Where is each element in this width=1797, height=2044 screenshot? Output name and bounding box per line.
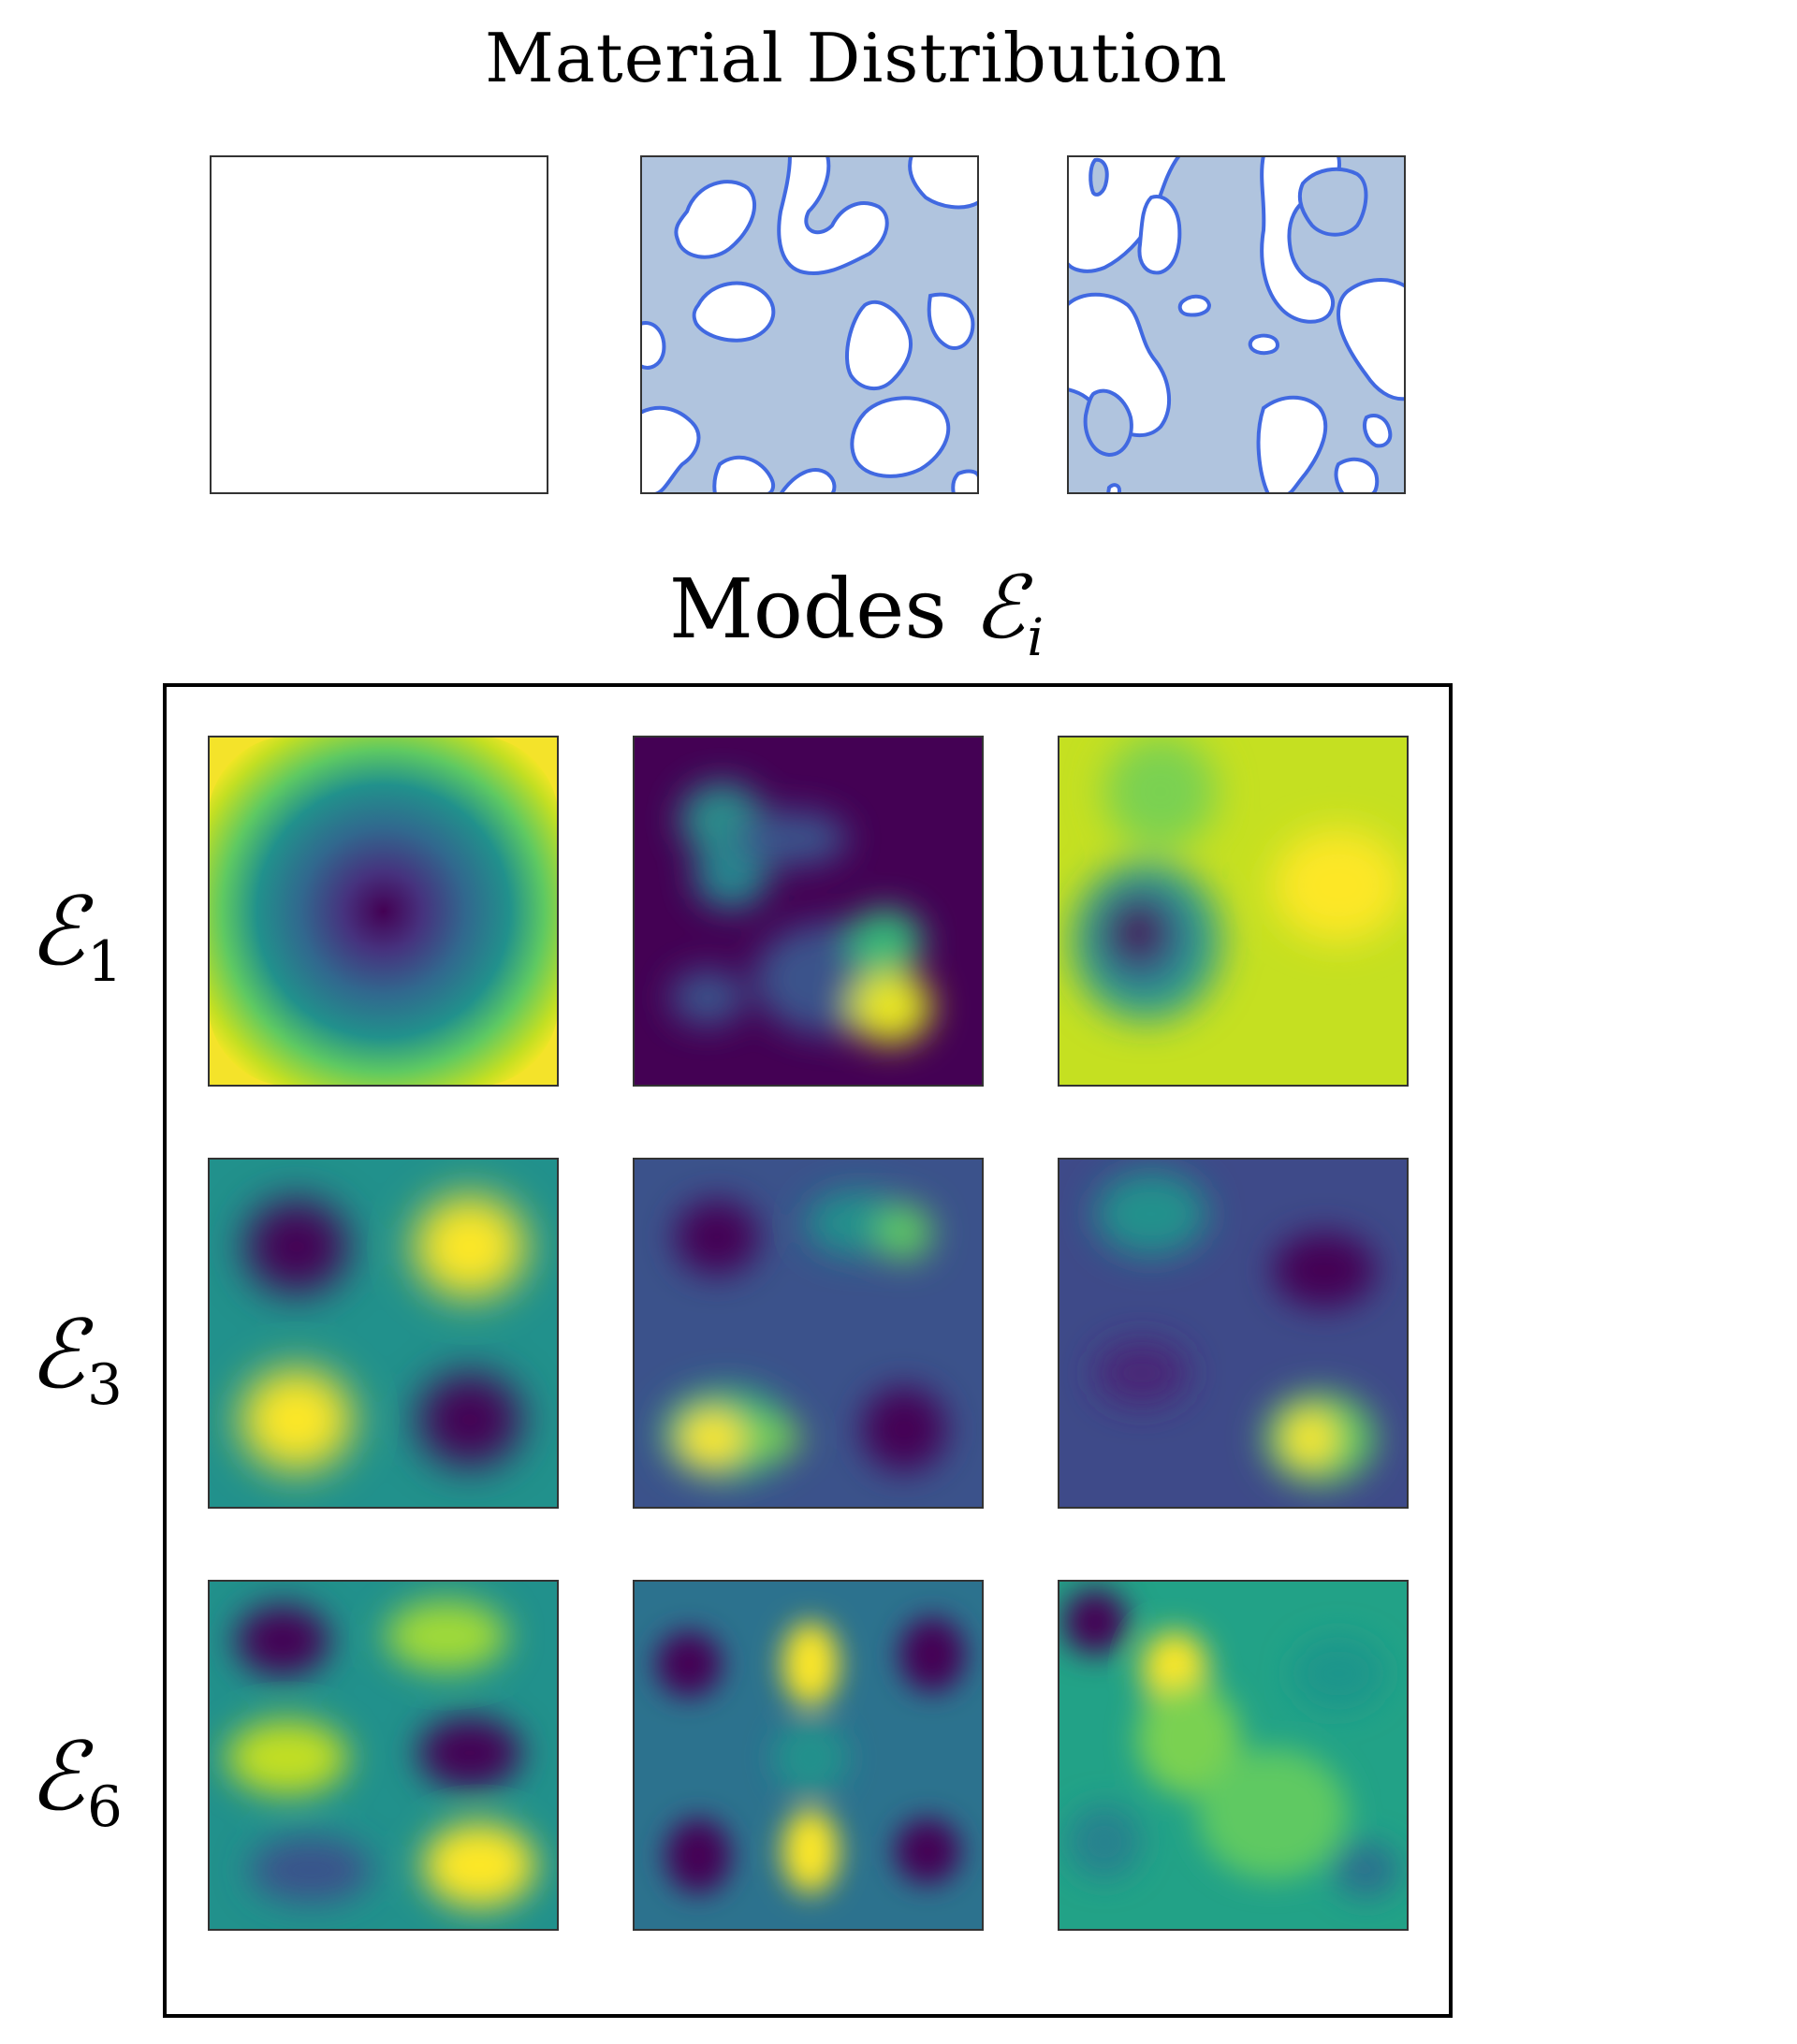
row-label-e6-symbol: ℰ — [28, 1721, 86, 1832]
mode-panel-e1-col1 — [208, 736, 559, 1087]
mode-panel-e3-col2 — [633, 1158, 984, 1509]
material-distribution-title: Material Distribution — [485, 19, 1228, 97]
material-panel-pattern-a — [640, 155, 979, 494]
row-label-e1-sub: 1 — [87, 929, 123, 995]
mode-panel-e6-col2 — [633, 1580, 984, 1931]
row-label-e6: ℰ6 — [28, 1730, 140, 1836]
mode-panel-e6-col3 — [1058, 1580, 1409, 1931]
modes-subscript: i — [1027, 608, 1045, 669]
mode-panel-e6-col1 — [208, 1580, 559, 1931]
row-label-e3-sub: 3 — [87, 1352, 123, 1418]
modes-frame — [163, 683, 1453, 2018]
mode-panel-e3-col1 — [208, 1158, 559, 1509]
modes-title: Modes ℰi — [0, 557, 1713, 668]
row-label-e1-symbol: ℰ — [28, 876, 86, 986]
modes-symbol: ℰ — [972, 557, 1026, 658]
material-panel-pattern-b — [1067, 155, 1406, 494]
row-label-e3-symbol: ℰ — [28, 1299, 86, 1409]
material-panel-empty — [210, 155, 548, 494]
row-label-e1: ℰ1 — [28, 884, 140, 991]
mode-panel-e1-col3 — [1058, 736, 1409, 1087]
modes-title-symbol: ℰi — [972, 557, 1044, 668]
modes-title-text: Modes — [668, 561, 947, 657]
row-label-e6-sub: 6 — [87, 1774, 123, 1840]
mode-panel-e1-col2 — [633, 736, 984, 1087]
row-label-e3: ℰ3 — [28, 1307, 140, 1414]
mode-panel-e3-col3 — [1058, 1158, 1409, 1509]
